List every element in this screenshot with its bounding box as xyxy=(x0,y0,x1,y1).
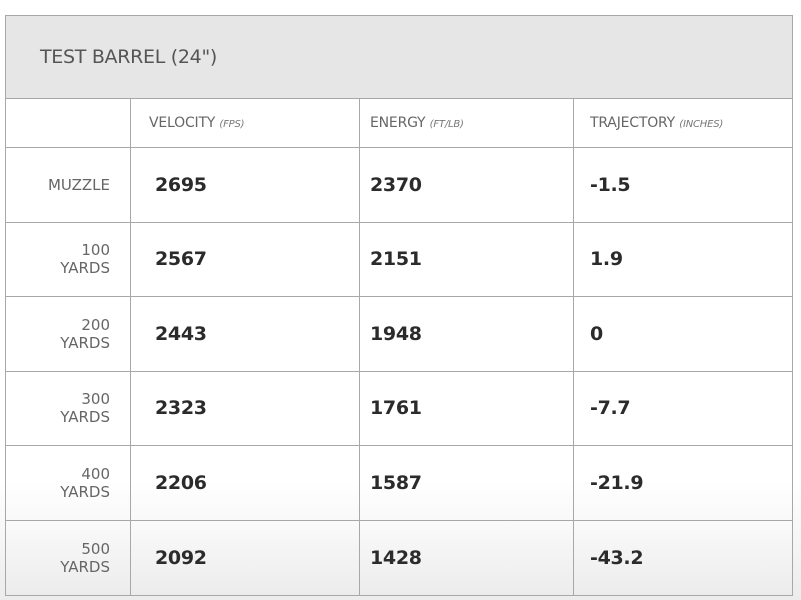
trajectory-cell: -43.2 xyxy=(573,520,792,595)
table-row: 200 YARDS 2443 1948 0 xyxy=(6,297,792,372)
energy-cell: 2151 xyxy=(359,222,573,296)
table-title: TEST BARREL (24") xyxy=(6,16,792,99)
column-header-row: VELOCITY (FPS) ENERGY (FT/LB) TRAJECTORY… xyxy=(6,99,792,148)
ballistics-table: TEST BARREL (24") VELOCITY (FPS) ENERGY … xyxy=(5,15,793,596)
trajectory-cell: -7.7 xyxy=(573,371,792,445)
velocity-cell: 2695 xyxy=(130,148,359,222)
table-row: MUZZLE 2695 2370 -1.5 xyxy=(6,148,792,223)
range-cell: MUZZLE xyxy=(47,175,110,194)
energy-cell: 1587 xyxy=(359,446,573,520)
range-cell: 500 YARDS xyxy=(60,539,110,576)
table-row: 400 YARDS 2206 1587 -21.9 xyxy=(6,446,792,521)
header-velocity: VELOCITY (FPS) xyxy=(130,99,359,147)
energy-cell: 1948 xyxy=(359,297,573,371)
range-cell: 300 YARDS xyxy=(60,390,110,427)
trajectory-cell: 0 xyxy=(573,297,792,371)
velocity-cell: 2206 xyxy=(130,446,359,520)
velocity-cell: 2323 xyxy=(130,371,359,445)
header-empty-cell xyxy=(6,99,130,147)
range-cell: 200 YARDS xyxy=(60,315,110,352)
energy-cell: 1761 xyxy=(359,371,573,445)
energy-cell: 2370 xyxy=(359,148,573,222)
table-row: 300 YARDS 2323 1761 -7.7 xyxy=(6,371,792,446)
trajectory-cell: 1.9 xyxy=(573,222,792,296)
table-row: 500 YARDS 2092 1428 -43.2 xyxy=(6,520,792,595)
header-energy: ENERGY (FT/LB) xyxy=(359,99,573,147)
header-trajectory: TRAJECTORY (INCHES) xyxy=(573,99,792,147)
energy-cell: 1428 xyxy=(359,520,573,595)
velocity-cell: 2092 xyxy=(130,520,359,595)
table-row: 100 YARDS 2567 2151 1.9 xyxy=(6,222,792,297)
trajectory-cell: -21.9 xyxy=(573,446,792,520)
velocity-cell: 2443 xyxy=(130,297,359,371)
range-cell: 100 YARDS xyxy=(60,241,110,278)
trajectory-cell: -1.5 xyxy=(573,148,792,222)
range-cell: 400 YARDS xyxy=(60,464,110,501)
velocity-cell: 2567 xyxy=(130,222,359,296)
